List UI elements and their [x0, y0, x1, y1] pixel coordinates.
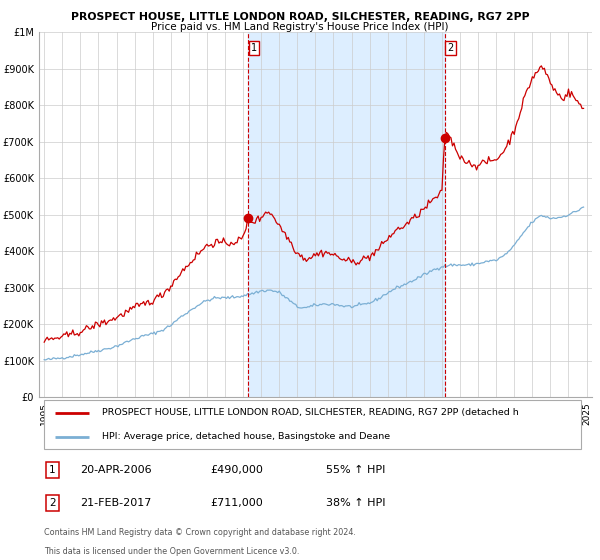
Text: This data is licensed under the Open Government Licence v3.0.: This data is licensed under the Open Gov… [44, 547, 299, 556]
FancyBboxPatch shape [44, 400, 581, 449]
Text: PROSPECT HOUSE, LITTLE LONDON ROAD, SILCHESTER, READING, RG7 2PP (detached h: PROSPECT HOUSE, LITTLE LONDON ROAD, SILC… [103, 408, 519, 417]
Text: 2: 2 [49, 498, 56, 508]
Bar [248, 32, 445, 397]
Text: 20-APR-2006: 20-APR-2006 [80, 465, 152, 475]
Text: £490,000: £490,000 [210, 465, 263, 475]
Text: Contains HM Land Registry data © Crown copyright and database right 2024.: Contains HM Land Registry data © Crown c… [44, 528, 356, 536]
Text: 2: 2 [448, 43, 454, 53]
Text: 1: 1 [251, 43, 257, 53]
Text: Price paid vs. HM Land Registry's House Price Index (HPI): Price paid vs. HM Land Registry's House … [151, 22, 449, 32]
Text: 21-FEB-2017: 21-FEB-2017 [80, 498, 152, 508]
Text: £711,000: £711,000 [210, 498, 263, 508]
Text: PROSPECT HOUSE, LITTLE LONDON ROAD, SILCHESTER, READING, RG7 2PP: PROSPECT HOUSE, LITTLE LONDON ROAD, SILC… [71, 12, 529, 22]
Text: HPI: Average price, detached house, Basingstoke and Deane: HPI: Average price, detached house, Basi… [103, 432, 391, 441]
Text: 55% ↑ HPI: 55% ↑ HPI [326, 465, 386, 475]
Text: 38% ↑ HPI: 38% ↑ HPI [326, 498, 386, 508]
Text: 1: 1 [49, 465, 56, 475]
